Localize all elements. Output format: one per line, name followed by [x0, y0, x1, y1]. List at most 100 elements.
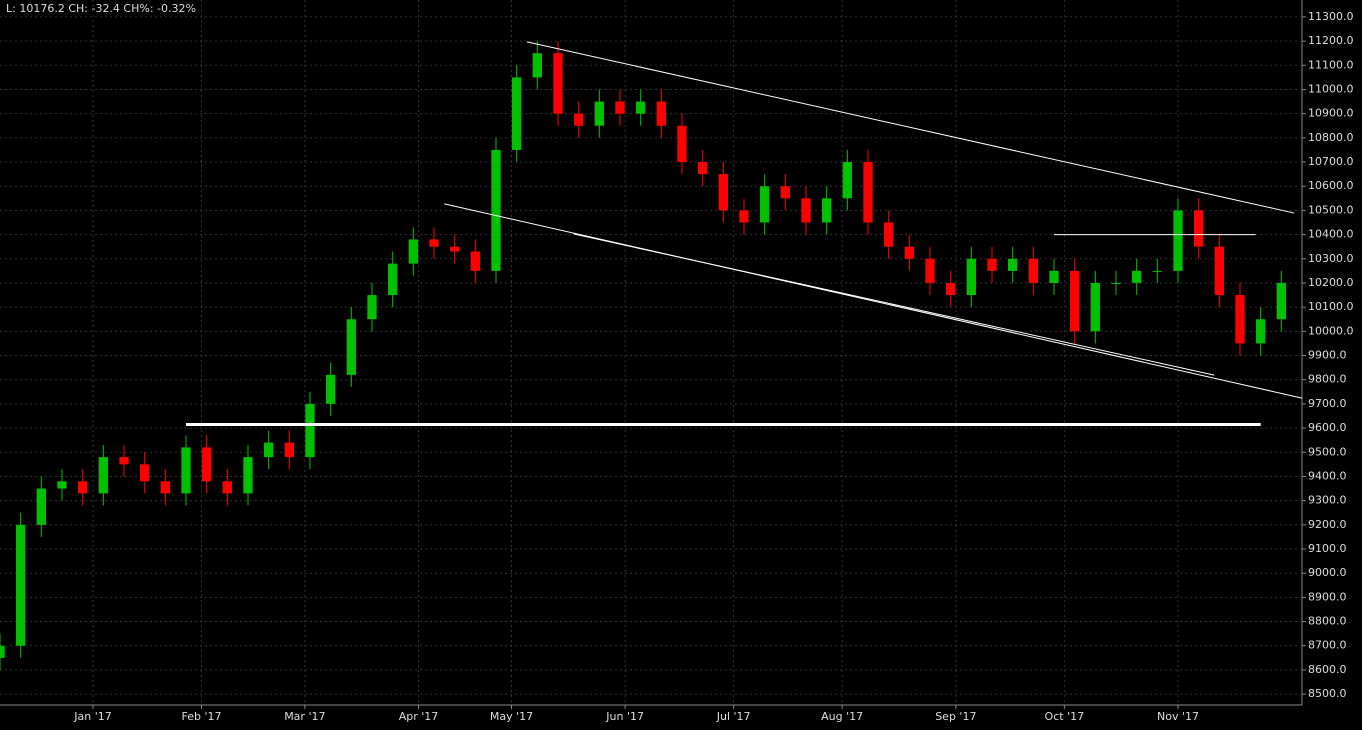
- candle-body: [615, 101, 625, 114]
- x-tick-label: Sep '17: [935, 710, 976, 723]
- candle-body: [1214, 246, 1224, 296]
- candle-body: [98, 457, 108, 494]
- candle-body: [346, 319, 356, 375]
- candle-body: [0, 645, 5, 658]
- trend-line: [526, 41, 1295, 214]
- candle-body: [450, 246, 460, 252]
- y-tick-label: 9300.0: [1308, 494, 1347, 507]
- candle-body: [1276, 282, 1286, 320]
- candle-body: [884, 222, 894, 247]
- trend-line: [573, 233, 1215, 376]
- candle-body: [842, 162, 852, 199]
- candle-body: [1256, 319, 1266, 344]
- x-tick-label: Feb '17: [182, 710, 222, 723]
- y-tick-label: 8900.0: [1308, 590, 1347, 603]
- y-tick-label: 9700.0: [1308, 397, 1347, 410]
- candle-body: [1111, 282, 1121, 284]
- candle-body: [822, 198, 832, 223]
- candle-body: [512, 77, 522, 150]
- candle-body: [636, 101, 646, 114]
- y-tick-label: 10200.0: [1308, 276, 1354, 289]
- y-tick-label: 10400.0: [1308, 228, 1354, 241]
- candle-body: [429, 239, 439, 247]
- candle-body: [57, 481, 67, 489]
- y-tick-label: 10500.0: [1308, 203, 1354, 216]
- candle-body: [160, 481, 170, 494]
- y-tick-label: 11100.0: [1308, 58, 1354, 71]
- candle-body: [388, 263, 398, 296]
- y-tick-label: 11000.0: [1308, 82, 1354, 95]
- x-tick-label: Nov '17: [1157, 710, 1199, 723]
- candle-body: [1028, 258, 1038, 283]
- candle-body: [532, 53, 542, 78]
- candle-body: [491, 149, 501, 271]
- candle-body: [760, 186, 770, 223]
- y-tick-label: 9100.0: [1308, 542, 1347, 555]
- candle-body: [1152, 270, 1162, 272]
- candle-body: [966, 258, 976, 296]
- y-tick-label: 10000.0: [1308, 324, 1354, 337]
- candle-body: [140, 464, 150, 482]
- x-tick-label: Jun '17: [605, 710, 644, 723]
- candle-body: [574, 113, 584, 126]
- candle-body: [904, 246, 914, 259]
- x-tick-label: Oct '17: [1045, 710, 1085, 723]
- candle-body: [677, 125, 687, 163]
- y-tick-label: 11200.0: [1308, 34, 1354, 47]
- y-tick-label: 10800.0: [1308, 131, 1354, 144]
- x-tick-label: Jul '17: [716, 710, 751, 723]
- x-tick-label: Apr '17: [399, 710, 439, 723]
- candle-body: [801, 198, 811, 223]
- y-tick-label: 9900.0: [1308, 349, 1347, 362]
- y-tick-label: 9400.0: [1308, 469, 1347, 482]
- candle-body: [594, 101, 604, 126]
- candle-body: [718, 174, 728, 211]
- candle-body: [78, 481, 88, 494]
- trend-line: [444, 203, 1303, 399]
- y-tick-label: 10700.0: [1308, 155, 1354, 168]
- y-tick-label: 8600.0: [1308, 663, 1347, 676]
- candle-body: [1049, 270, 1059, 283]
- candle-body: [408, 239, 418, 264]
- candle-body: [1090, 282, 1100, 332]
- y-tick-label: 10600.0: [1308, 179, 1354, 192]
- candle-body: [1235, 295, 1245, 344]
- x-tick-label: Aug '17: [821, 710, 863, 723]
- candle-body: [656, 101, 666, 126]
- candle-body: [367, 295, 377, 320]
- candle-body: [863, 162, 873, 223]
- candle-body: [305, 403, 315, 458]
- candle-body: [1132, 270, 1142, 283]
- candle-body: [1008, 258, 1018, 271]
- y-tick-label: 9000.0: [1308, 566, 1347, 579]
- x-tick-label: May '17: [490, 710, 533, 723]
- candle-body: [553, 53, 563, 114]
- candle-body: [202, 447, 212, 482]
- y-tick-label: 9200.0: [1308, 518, 1347, 531]
- candle-body: [264, 442, 274, 458]
- candle-body: [16, 524, 26, 646]
- x-tick-label: Jan '17: [73, 710, 111, 723]
- y-tick-label: 8700.0: [1308, 639, 1347, 652]
- y-tick-label: 10100.0: [1308, 300, 1354, 313]
- candle-body: [946, 282, 956, 296]
- candle-body: [119, 457, 129, 465]
- y-tick-label: 9500.0: [1308, 445, 1347, 458]
- candle-body: [36, 488, 46, 525]
- candle-body: [1173, 210, 1183, 271]
- header-info: L: 10176.2 CH: -32.4 CH%: -0.32%: [6, 2, 196, 15]
- y-tick-label: 11300.0: [1308, 10, 1354, 23]
- candle-body: [987, 258, 997, 271]
- candle-body: [181, 447, 191, 494]
- y-tick-label: 8800.0: [1308, 615, 1347, 628]
- candle-body: [739, 210, 749, 223]
- candle-body: [326, 374, 336, 404]
- candle-body: [222, 481, 232, 494]
- y-tick-label: 8500.0: [1308, 687, 1347, 700]
- candle-body: [1070, 270, 1080, 332]
- y-tick-label: 9800.0: [1308, 373, 1347, 386]
- y-tick-label: 9600.0: [1308, 421, 1347, 434]
